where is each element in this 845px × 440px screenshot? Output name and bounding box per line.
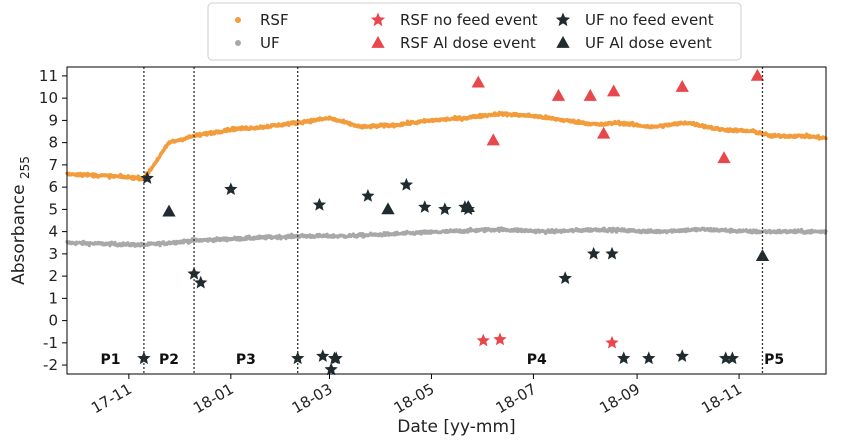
series-uf (65, 226, 828, 248)
x-tick-label: 18-11 (698, 380, 745, 417)
rsf-al-dose-event-marker (675, 80, 689, 92)
series-rsf-no-feed-event (476, 332, 619, 349)
uf-point (158, 244, 162, 248)
legend-swatch-uf-al-dose-event (556, 36, 570, 48)
rsf-al-dose-event-marker (551, 88, 566, 101)
uf-no-feed-event-marker (617, 351, 631, 365)
uf-al-dose-event-marker (381, 202, 395, 215)
legend-label-rsf: RSF (260, 11, 289, 29)
uf-no-feed-event-marker (418, 200, 432, 213)
y-tick-label: 8 (48, 134, 58, 152)
phase-label: P4 (527, 352, 547, 368)
legend-swatch-rsf (235, 17, 241, 23)
series-rsf-al-dose-event (471, 68, 765, 164)
legend-box (207, 2, 742, 61)
y-tick-label: 5 (48, 200, 58, 218)
uf-no-feed-event-marker (316, 349, 330, 362)
legend-label-uf: UF (260, 34, 280, 52)
x-tick-label: 18-03 (289, 380, 336, 417)
y-axis-title: Absorbance 255 (9, 156, 32, 285)
uf-no-feed-event-marker (187, 266, 201, 280)
series-uf-no-feed-event (137, 171, 739, 376)
rsf-al-dose-event-marker (583, 88, 597, 101)
uf-al-dose-event-marker (461, 200, 475, 213)
rsf-no-feed-event-marker (476, 333, 490, 347)
y-tick-label: 6 (48, 178, 58, 196)
y-tick-label: 9 (48, 111, 58, 129)
y-tick-label: 3 (48, 245, 58, 263)
uf-no-feed-event-marker (137, 351, 151, 365)
uf-no-feed-event-marker (291, 351, 305, 365)
plot-frame (66, 66, 827, 375)
rsf-al-dose-event-marker (471, 75, 485, 88)
y-tick-label: -1 (43, 334, 58, 352)
y-axis-title-main: Absorbance (9, 179, 29, 285)
phase-label: P5 (764, 352, 784, 368)
rsf-al-dose-event-marker (717, 151, 731, 164)
x-tick-label: 18-07 (493, 380, 540, 417)
uf-no-feed-event-marker (329, 351, 343, 365)
y-tick-label: 0 (48, 312, 58, 330)
y-tick-label: 1 (48, 289, 58, 307)
phase-label: P1 (100, 352, 120, 368)
uf-no-feed-event-marker (642, 351, 656, 365)
legend-swatch-uf-no-feed-event (555, 12, 571, 27)
y-tick-label: -2 (43, 356, 58, 374)
event-markers (137, 68, 770, 376)
uf-no-feed-event-marker (324, 362, 338, 376)
phase-label: P2 (159, 352, 179, 368)
uf-al-dose-event-marker (162, 204, 176, 217)
legend-label-uf-al-dose-event: UF Al dose event (585, 34, 712, 52)
uf-no-feed-event-marker (361, 189, 375, 202)
y-axis-title-subscript: 255 (18, 156, 32, 179)
series-rsf (65, 110, 828, 182)
uf-no-feed-event-marker (675, 349, 689, 362)
uf-no-feed-event-marker (725, 351, 739, 365)
y-tick-label: 7 (48, 156, 58, 174)
uf-no-feed-event-marker (605, 246, 619, 260)
legend-label-rsf-al-dose-event: RSF Al dose event (400, 34, 536, 52)
y-tick-label: 4 (48, 223, 58, 241)
uf-no-feed-event-marker (194, 275, 208, 289)
rsf-al-dose-event-marker (596, 126, 611, 139)
uf-no-feed-event-marker (558, 271, 572, 284)
phase-label: P3 (236, 352, 256, 368)
legend-swatch-rsf-al-dose-event (371, 36, 385, 48)
legend-label-uf-no-feed-event: UF no feed event (585, 11, 714, 29)
x-tick-label: 18-01 (190, 380, 237, 417)
uf-no-feed-event-marker (224, 182, 238, 195)
legend-label-rsf-no-feed-event: RSF no feed event (400, 11, 538, 29)
legend-swatch-uf (235, 40, 241, 46)
uf-no-feed-event-marker (399, 177, 413, 191)
uf-no-feed-event-marker (312, 197, 327, 211)
series-layer (65, 110, 828, 248)
uf-no-feed-event-marker (719, 351, 733, 365)
rsf-no-feed-event-marker (605, 335, 619, 349)
x-tick-label: 17-11 (88, 380, 135, 417)
rsf-al-dose-event-marker (486, 133, 500, 146)
rsf-al-dose-event-marker (607, 84, 621, 97)
uf-point (325, 232, 329, 236)
legend-swatch-rsf-no-feed-event (370, 12, 386, 27)
x-axis-title: Date [yy-mm] (397, 417, 515, 437)
rsf-al-dose-event-marker (750, 68, 765, 81)
legend: RSF UF RSF no feed event RSF Al dose event U… (207, 2, 742, 61)
x-tick-label: 18-09 (596, 380, 643, 417)
uf-no-feed-event-marker (438, 202, 452, 215)
uf-no-feed-event-marker (140, 171, 154, 184)
rsf-no-feed-event-marker (493, 332, 507, 346)
uf-no-feed-event-marker (587, 246, 601, 260)
y-tick-label: 2 (48, 267, 58, 285)
y-tick-label: 10 (39, 89, 58, 107)
x-tick-label: 18-05 (391, 380, 438, 417)
phase-boundaries: P1 P2 P3 P4 P5 (100, 67, 784, 374)
y-tick-label: 11 (39, 67, 58, 85)
